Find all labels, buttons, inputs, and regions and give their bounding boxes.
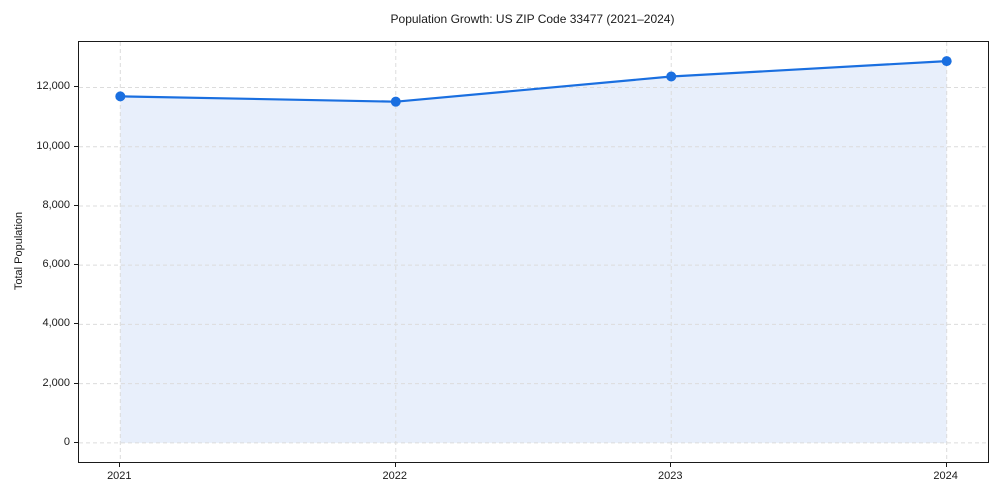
plot-area <box>78 41 989 463</box>
y-tick-label: 12,000 <box>36 80 70 93</box>
x-tick-label: 2024 <box>933 470 958 482</box>
data-point-marker <box>666 71 677 82</box>
line-chart-canvas <box>79 42 988 462</box>
y-tick-mark <box>74 204 78 206</box>
x-tick-label: 2023 <box>657 470 683 482</box>
area-fill <box>120 61 947 443</box>
y-tick-mark <box>74 264 78 266</box>
y-tick-label: 2,000 <box>42 376 70 389</box>
data-point-marker <box>115 91 126 102</box>
x-tick-mark <box>945 463 947 467</box>
y-tick-mark <box>74 145 78 147</box>
y-tick-label: 4,000 <box>42 317 70 330</box>
series-line <box>119 60 948 103</box>
x-tick-label: 2021 <box>107 470 132 482</box>
chart-title: Population Growth: US ZIP Code 33477 (20… <box>390 12 675 26</box>
y-tick-mark <box>74 86 78 88</box>
data-point-marker <box>941 56 952 67</box>
y-tick-label: 6,000 <box>42 258 70 271</box>
x-tick-mark <box>119 463 121 467</box>
y-tick-label: 8,000 <box>42 198 70 211</box>
y-tick-label: 10,000 <box>36 139 70 152</box>
y-tick-mark <box>74 323 78 325</box>
x-tick-mark <box>394 463 396 467</box>
y-tick-label: 0 <box>63 435 70 448</box>
y-tick-mark <box>74 382 78 384</box>
y-tick-mark <box>74 441 78 443</box>
x-tick-mark <box>670 463 672 467</box>
x-tick-label: 2022 <box>382 470 407 482</box>
y-axis-label: Total Population <box>13 211 25 291</box>
data-point-marker <box>390 96 401 107</box>
